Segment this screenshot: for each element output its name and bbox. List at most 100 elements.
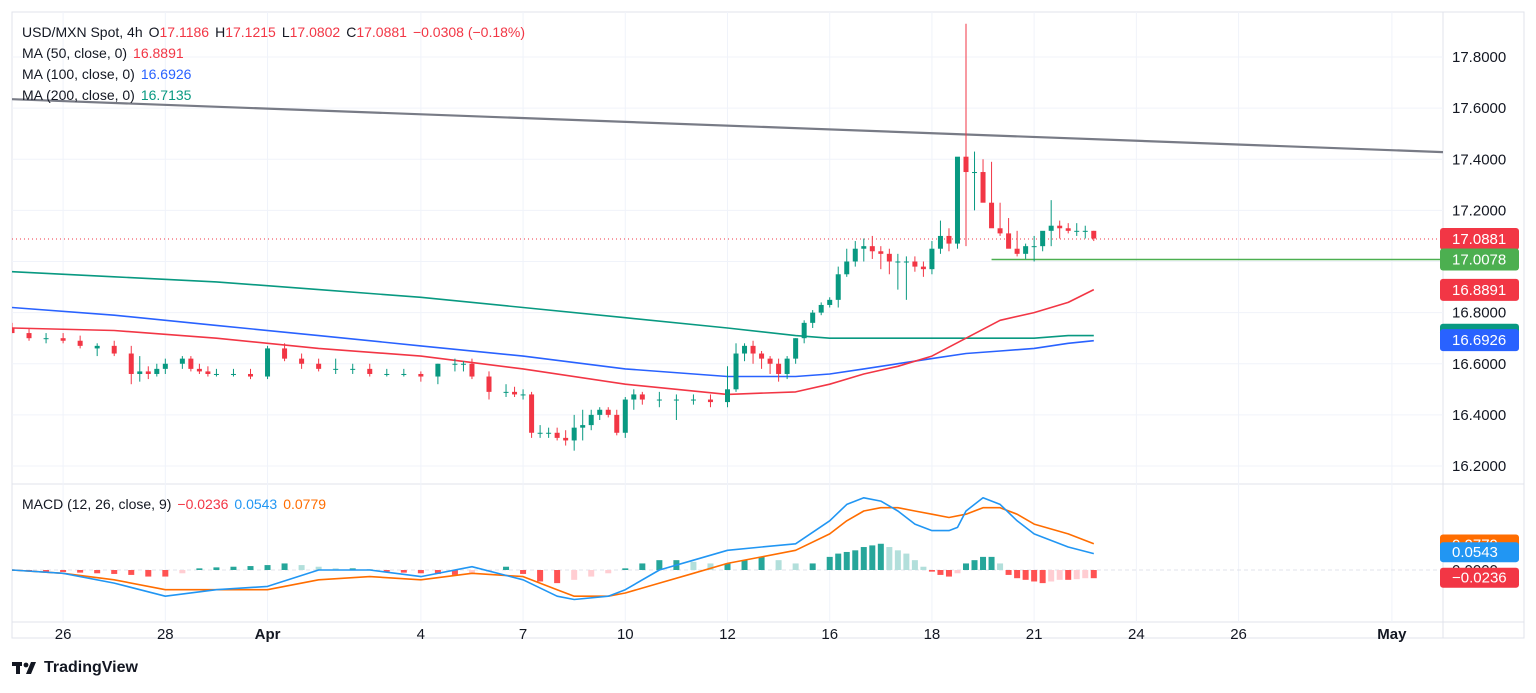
macd-hist-bar	[451, 570, 458, 575]
candle-body	[912, 261, 918, 267]
ma200-label: MA (200, close, 0)	[22, 87, 135, 103]
price-tick-label: 16.6000	[1452, 356, 1506, 373]
candle	[571, 414, 577, 451]
price-badge-label: 16.8891	[1452, 282, 1506, 299]
candle-body	[963, 156, 969, 173]
time-tick-label: 21	[1026, 626, 1043, 643]
candle	[929, 241, 935, 275]
price-tick-label: 16.8000	[1452, 305, 1506, 322]
candle	[1006, 218, 1012, 249]
candle-body	[248, 373, 253, 377]
macd-signal-value: 0.0779	[283, 496, 327, 512]
candle	[605, 407, 611, 418]
candle-body	[835, 274, 841, 300]
candle	[1023, 243, 1029, 259]
tradingview-icon	[12, 662, 36, 674]
candle-body	[946, 235, 952, 244]
ma100-line	[12, 306, 1094, 378]
candle-body	[26, 333, 32, 339]
candle	[248, 368, 253, 380]
macd-hist-bar	[886, 547, 893, 570]
macd-hist-bar	[383, 570, 390, 572]
candle-body	[1065, 228, 1071, 231]
macd-hist-bar	[860, 547, 867, 570]
macd-hist-bar	[1014, 570, 1021, 579]
candle	[886, 248, 892, 275]
candle	[265, 345, 271, 380]
macd-hist-bar	[690, 561, 697, 570]
candle	[767, 356, 773, 374]
candle	[963, 23, 969, 247]
candle-body	[614, 414, 620, 433]
candle	[903, 256, 909, 300]
price-axis-badge: 16.6926	[1440, 329, 1519, 352]
macd-hist-bar	[1073, 570, 1080, 580]
macd-hist-bar	[468, 570, 475, 574]
candle-body	[537, 432, 543, 434]
macd-hist-bar	[877, 543, 884, 570]
candle	[469, 358, 475, 380]
candle-body	[776, 363, 782, 374]
tradingview-logo[interactable]: TradingView	[12, 659, 138, 677]
macd-badge-label: −0.0236	[1452, 570, 1507, 587]
macd-hist-bar	[43, 570, 50, 572]
candle-body	[1006, 233, 1012, 249]
price-badge-bg	[1440, 248, 1519, 271]
candle	[1014, 230, 1020, 257]
candle-body	[299, 358, 305, 364]
macd-hist-bar	[1022, 570, 1029, 580]
candle-body	[452, 363, 458, 365]
macd-hist-bar	[639, 563, 646, 570]
candle	[972, 151, 978, 211]
candle-body	[929, 248, 935, 270]
candle	[128, 345, 134, 385]
macd-hist-bar	[1082, 570, 1089, 579]
macd-hist-bar	[945, 570, 952, 577]
resistance-trendline	[12, 98, 1443, 154]
candle-body	[639, 394, 645, 400]
candle	[213, 368, 219, 377]
candle-body	[707, 399, 713, 403]
macd-hist-bar	[145, 570, 152, 577]
macd-legend: MACD (12, 26, close, 9) −0.0236 0.0543 0.07…	[22, 494, 332, 515]
candle	[418, 371, 424, 382]
candle-body	[571, 427, 577, 441]
macd-hist-bar	[77, 570, 84, 573]
macd-hist-bar	[835, 553, 842, 570]
candle-body	[972, 172, 978, 174]
candle-body	[384, 373, 390, 375]
candle-body	[512, 391, 518, 395]
candle	[1074, 223, 1080, 236]
candle-body	[759, 353, 765, 359]
candle-body	[937, 235, 943, 249]
candle-body	[690, 399, 696, 401]
time-tick-label: 24	[1128, 626, 1145, 643]
symbol-title: USD/MXN Spot, 4h	[22, 24, 143, 40]
candle	[1082, 225, 1088, 239]
candle	[793, 338, 799, 364]
candle	[188, 356, 194, 372]
candle	[529, 391, 535, 438]
candle-body	[605, 409, 611, 415]
candle-body	[750, 345, 756, 354]
macd-hist-bar	[954, 570, 961, 574]
ma50-label: MA (50, close, 0)	[22, 45, 128, 61]
candle	[537, 425, 543, 438]
brand-name: TradingView	[44, 659, 138, 676]
price-axis-badge: 17.0881	[1440, 227, 1519, 250]
grid-group	[12, 12, 1443, 622]
candle-body	[162, 363, 168, 369]
macd-hist-bar	[605, 570, 612, 574]
macd-axis-badge: −0.0236	[1440, 567, 1519, 588]
candle	[861, 238, 867, 262]
macd-hist-bar	[230, 566, 237, 570]
candle-body	[733, 353, 739, 390]
candle-body	[818, 304, 824, 313]
candle	[520, 389, 526, 400]
candle	[145, 366, 151, 380]
candle-body	[597, 409, 603, 415]
price-badge-bg	[1440, 278, 1519, 301]
time-tick-label: 12	[719, 626, 736, 643]
candle-body	[673, 399, 679, 401]
